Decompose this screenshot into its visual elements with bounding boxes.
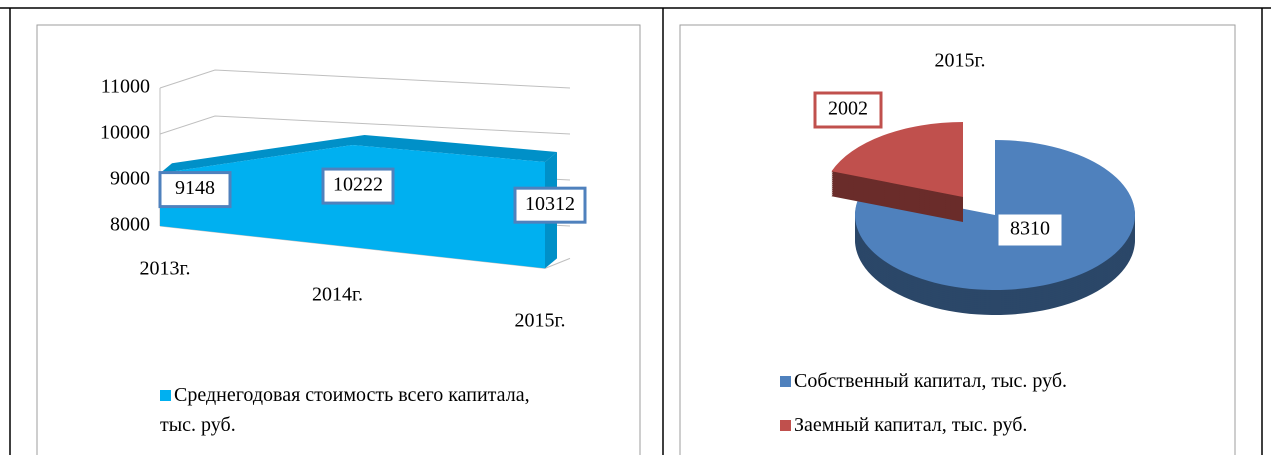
y-tick-label: 8000 xyxy=(110,214,150,236)
pie-slice xyxy=(831,122,963,197)
legend-swatch xyxy=(780,376,791,387)
legend-swatch xyxy=(160,390,171,401)
x-tick-label: 2013г. xyxy=(140,258,191,280)
y-tick-label: 10000 xyxy=(100,122,150,144)
data-label: 2002 xyxy=(828,98,868,120)
data-label-box xyxy=(321,167,395,205)
legend-label: Среднегодовая стоимость всего капитала, … xyxy=(160,384,530,436)
y-tick-label: 9000 xyxy=(110,168,150,190)
data-label-box xyxy=(813,91,883,129)
chart-frame xyxy=(36,24,641,455)
data-label-box xyxy=(513,186,587,224)
data-label-box xyxy=(995,211,1065,249)
legend-label: Собственный капитал, тыс. руб. xyxy=(794,370,1068,392)
grid-line xyxy=(159,69,571,89)
legend-swatch xyxy=(780,420,791,431)
y-tick-label: 11000 xyxy=(101,76,150,98)
legend-entry: Собственный капитал, тыс. руб. xyxy=(780,366,1200,396)
legend-entry: Среднегодовая стоимость всего капитала, … xyxy=(160,380,540,440)
axis-line xyxy=(544,257,571,269)
legend-entry: Заемный капитал, тыс. руб. xyxy=(780,410,1200,440)
area xyxy=(160,144,545,269)
pie-slice xyxy=(855,140,1136,290)
chart-frame xyxy=(679,24,1236,455)
x-tick-label: 2014г. xyxy=(312,284,363,306)
data-label: 9148 xyxy=(175,177,215,199)
data-label: 10312 xyxy=(525,193,575,215)
chart-title: 2015г. xyxy=(935,50,986,72)
x-tick-label: 2015г. xyxy=(515,310,566,332)
data-label-box xyxy=(158,171,232,209)
data-label: 8310 xyxy=(1010,218,1050,240)
legend-label: Заемный капитал, тыс. руб. xyxy=(794,414,1028,436)
data-label: 10222 xyxy=(333,174,383,196)
area-top xyxy=(160,134,557,174)
grid-line xyxy=(159,115,571,135)
